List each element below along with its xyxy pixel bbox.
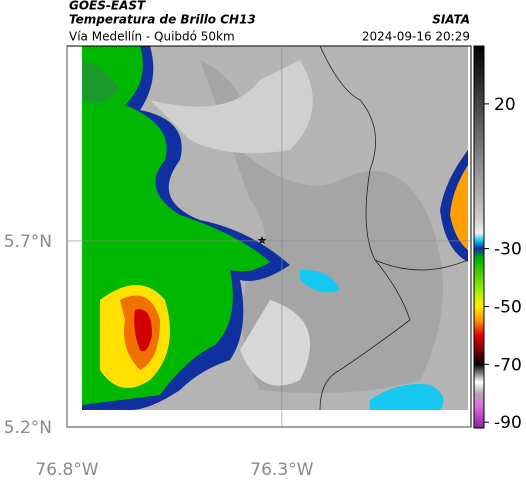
colorbar [473,45,485,429]
colorbar-tick-label: -70 [494,355,522,375]
colorbar-tick-label: -50 [494,297,522,317]
location-marker [257,236,267,245]
y-tick-label: 5.7°N [4,232,52,252]
subtitle: Temperatura de Brillo CH13 [69,13,256,27]
source: SIATA [432,13,470,27]
colorbar-tick-label: -90 [494,413,522,433]
colorbar-tick-label: -30 [494,240,522,260]
x-tick-label: 76.8°W [35,460,98,480]
title: GOES-EAST [69,0,146,13]
datetime: 2024-09-16 20:29 [362,30,470,44]
y-tick-label: 5.2°N [4,418,52,438]
colorbar-tick-label: 20 [494,95,516,115]
route: Vía Medellín - Quibdó 50km [69,30,235,44]
imagery [82,46,468,410]
x-tick-label: 76.3°W [250,460,313,480]
